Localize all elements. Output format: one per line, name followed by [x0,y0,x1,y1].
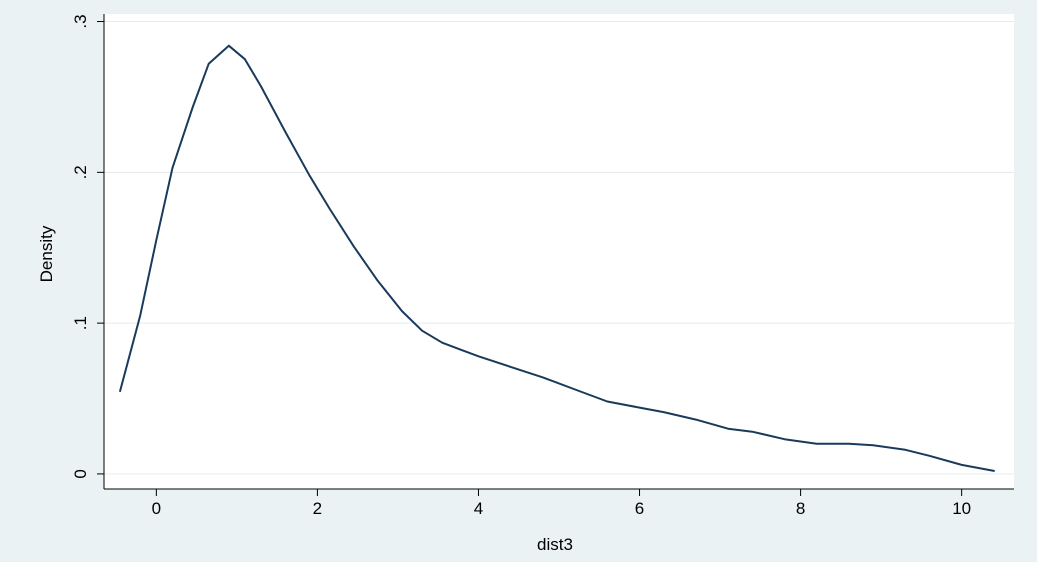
density-line [119,44,995,472]
x-tick-label: 8 [796,499,805,518]
grid-lines [104,21,1014,475]
x-axis-title: dist3 [537,535,573,554]
x-tick-label: 4 [474,499,483,518]
x-tick-label: 0 [152,499,161,518]
y-tick-label: .2 [71,165,90,179]
y-tick-label: .3 [71,14,90,28]
x-tick-label: 6 [635,499,644,518]
x-tick-label: 10 [952,499,971,518]
y-tick-label: 0 [71,469,90,478]
axes: 0 2 4 6 8 10 0 .1 .2 .3 [71,14,1014,518]
x-tick-label: 2 [313,499,322,518]
y-tick-label: .1 [71,316,90,330]
series-layer [119,44,995,472]
y-axis-title: Density [37,225,56,282]
plot-area [104,14,1014,489]
